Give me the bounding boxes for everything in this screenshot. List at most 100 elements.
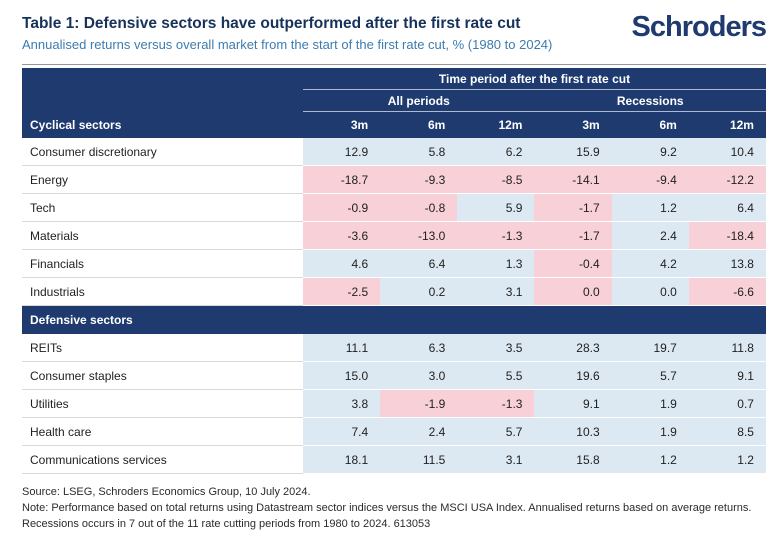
schroders-logo: Schroders bbox=[631, 11, 767, 43]
sector-name-cell: Consumer staples bbox=[22, 362, 303, 390]
sector-name-cell: Tech bbox=[22, 194, 303, 222]
table-row: Energy -18.7 -9.3 -8.5 -14.1 -9.4 -12.2 bbox=[22, 166, 766, 194]
value-cell: 6.4 bbox=[380, 250, 458, 278]
column-header-12m-rec: 12m bbox=[729, 118, 754, 132]
value-cell: -9.3 bbox=[380, 166, 458, 194]
column-header-6m-rec: 6m bbox=[659, 118, 677, 132]
value-cell: -0.9 bbox=[303, 194, 381, 222]
value-cell: 3.8 bbox=[303, 390, 381, 418]
value-cell: -0.8 bbox=[380, 194, 458, 222]
table-body: Consumer discretionary 12.9 5.8 6.2 15.9 9.2 1… bbox=[22, 138, 766, 474]
sector-name-cell: Communications services bbox=[22, 446, 303, 474]
value-cell: 3.5 bbox=[457, 334, 535, 362]
sector-name-cell: REITs bbox=[22, 334, 303, 362]
value-cell: -18.4 bbox=[688, 222, 766, 250]
value-cell: -3.6 bbox=[303, 222, 381, 250]
value-cell: 0.0 bbox=[611, 278, 689, 306]
table-title: Table 1: Defensive sectors have outperfo… bbox=[22, 15, 521, 32]
value-cell: -6.6 bbox=[688, 278, 766, 306]
table-row: Consumer discretionary 12.9 5.8 6.2 15.9 9.2 1… bbox=[22, 138, 766, 166]
methodology-note: Note: Performance based on total returns… bbox=[22, 502, 752, 514]
title-block: Table 1: Defensive sectors have outperfo… bbox=[22, 14, 552, 52]
value-cell: 6.3 bbox=[380, 334, 458, 362]
value-cell: 1.2 bbox=[611, 194, 689, 222]
table-row: Industrials -2.5 0.2 3.1 0.0 0.0 -6.6 bbox=[22, 278, 766, 306]
sector-name-cell: Energy bbox=[22, 166, 303, 194]
value-cell: 6.4 bbox=[688, 194, 766, 222]
value-cell: -13.0 bbox=[380, 222, 458, 250]
value-cell: 19.7 bbox=[611, 334, 689, 362]
value-cell: 11.8 bbox=[688, 334, 766, 362]
value-cell: 3.0 bbox=[380, 362, 458, 390]
table-row: Health care 7.4 2.4 5.7 10.3 1.9 8.5 bbox=[22, 418, 766, 446]
value-cell: 0.2 bbox=[380, 278, 458, 306]
value-cell: 9.1 bbox=[534, 390, 612, 418]
table-row: Materials -3.6 -13.0 -1.3 -1.7 2.4 -18.4 bbox=[22, 222, 766, 250]
table-row: Financials 4.6 6.4 1.3 -0.4 4.2 13.8 bbox=[22, 250, 766, 278]
value-cell: -1.9 bbox=[380, 390, 458, 418]
value-cell: 0.7 bbox=[688, 390, 766, 418]
value-cell: -1.7 bbox=[534, 194, 612, 222]
value-cell: -14.1 bbox=[534, 166, 612, 194]
value-cell: -18.7 bbox=[303, 166, 381, 194]
value-cell: 5.9 bbox=[457, 194, 535, 222]
table-row: Consumer staples 15.0 3.0 5.5 19.6 5.7 9.1 bbox=[22, 362, 766, 390]
header-divider bbox=[22, 64, 766, 65]
value-cell: 15.0 bbox=[303, 362, 381, 390]
value-cell: 15.9 bbox=[534, 138, 612, 166]
column-group-title: Time period after the first rate cut bbox=[303, 68, 766, 90]
value-cell: 1.9 bbox=[611, 390, 689, 418]
table-row: Communications services 18.1 11.5 3.1 15.8 1.… bbox=[22, 446, 766, 474]
value-cell: 12.9 bbox=[303, 138, 381, 166]
value-cell: 1.9 bbox=[611, 418, 689, 446]
value-cell: -0.4 bbox=[534, 250, 612, 278]
value-cell: 3.1 bbox=[457, 446, 535, 474]
column-group-all-periods: All periods bbox=[303, 90, 535, 112]
value-cell: 1.2 bbox=[611, 446, 689, 474]
value-cell: 2.4 bbox=[380, 418, 458, 446]
column-header-3m-all: 3m bbox=[350, 118, 369, 132]
table-row: REITs 11.1 6.3 3.5 28.3 19.7 11.8 bbox=[22, 334, 766, 362]
value-cell: 8.5 bbox=[688, 418, 766, 446]
value-cell: 3.1 bbox=[457, 278, 535, 306]
sector-name-cell: Financials bbox=[22, 250, 303, 278]
value-cell: 13.8 bbox=[688, 250, 766, 278]
value-cell: 9.1 bbox=[688, 362, 766, 390]
value-cell: -12.2 bbox=[688, 166, 766, 194]
value-cell: 5.8 bbox=[380, 138, 458, 166]
value-cell: 0.0 bbox=[534, 278, 612, 306]
value-cell: 11.1 bbox=[303, 334, 381, 362]
value-cell: 18.1 bbox=[303, 446, 381, 474]
footnotes: Source: LSEG, Schroders Economics Group,… bbox=[22, 484, 766, 532]
value-cell: -1.3 bbox=[457, 222, 535, 250]
value-cell: 10.3 bbox=[534, 418, 612, 446]
value-cell: 28.3 bbox=[534, 334, 612, 362]
source-note: Source: LSEG, Schroders Economics Group,… bbox=[22, 486, 311, 498]
table-subtitle: Annualised returns versus overall market… bbox=[22, 37, 553, 52]
value-cell: -1.7 bbox=[534, 222, 612, 250]
value-cell: 5.7 bbox=[611, 362, 689, 390]
value-cell: 7.4 bbox=[303, 418, 381, 446]
value-cell: -8.5 bbox=[457, 166, 535, 194]
returns-table: Time period after the first rate cut All… bbox=[22, 68, 766, 474]
value-cell: -1.3 bbox=[457, 390, 535, 418]
value-cell: 15.8 bbox=[534, 446, 612, 474]
value-cell: -9.4 bbox=[611, 166, 689, 194]
table-row: Tech -0.9 -0.8 5.9 -1.7 1.2 6.4 bbox=[22, 194, 766, 222]
column-header-12m-all: 12m bbox=[498, 118, 523, 132]
value-cell: 1.3 bbox=[457, 250, 535, 278]
value-cell: 5.7 bbox=[457, 418, 535, 446]
table-header: Time period after the first rate cut All… bbox=[22, 68, 766, 138]
value-cell: -2.5 bbox=[303, 278, 381, 306]
value-cell: 5.5 bbox=[457, 362, 535, 390]
column-header-3m-rec: 3m bbox=[582, 118, 600, 132]
value-cell: 6.2 bbox=[457, 138, 535, 166]
column-header-6m-all: 6m bbox=[427, 118, 446, 132]
page-header: Table 1: Defensive sectors have outperfo… bbox=[22, 11, 767, 52]
recessions-note: Recessions occurs in 7 out of the 11 rat… bbox=[22, 518, 431, 530]
value-cell: 1.2 bbox=[688, 446, 766, 474]
value-cell: 9.2 bbox=[611, 138, 689, 166]
table-row: Utilities 3.8 -1.9 -1.3 9.1 1.9 0.7 bbox=[22, 390, 766, 418]
section-label-cyclical: Cyclical sectors bbox=[30, 118, 122, 132]
